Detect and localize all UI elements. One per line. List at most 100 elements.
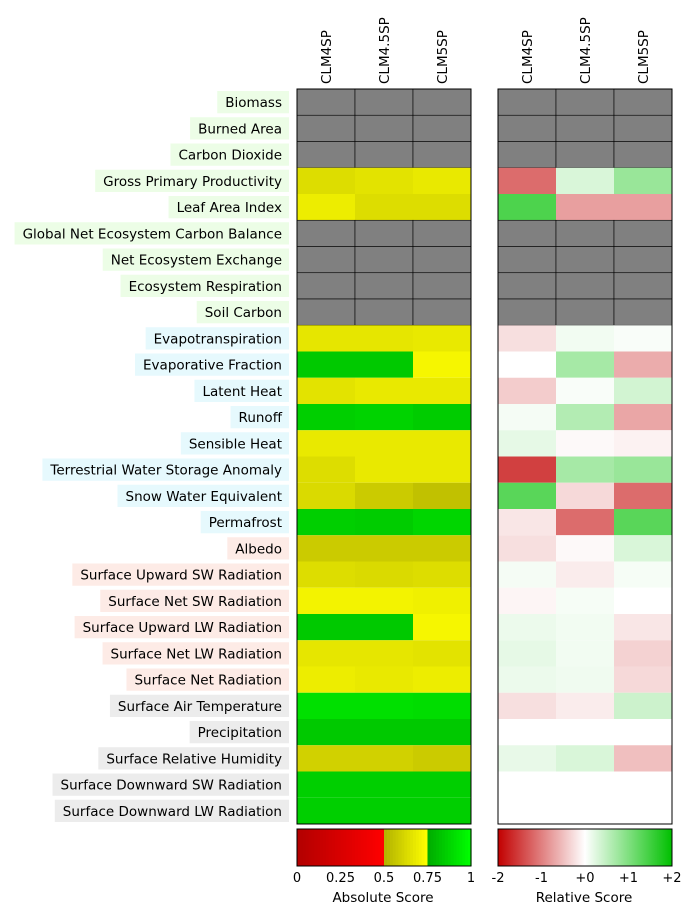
absolute-score-cell [355,561,413,588]
relative-score-cell [613,141,673,169]
absolute-score-cell [355,325,413,352]
absolute-colorbar-segment [453,829,458,866]
absolute-score-cell [355,509,413,536]
row-label-background [102,248,289,271]
absolute-colorbar-segment [323,829,327,866]
absolute-colorbar-segment [468,829,472,866]
relative-score-cell [613,88,673,116]
relative-score-cell [556,482,614,509]
relative-score-cell [613,219,673,247]
row-label-group: Surface Upward LW Radiation [74,616,289,639]
relative-score-cell [556,745,614,772]
relative-score-cell [555,114,615,142]
absolute-colorbar-segment [346,829,350,866]
row-label-background [180,432,289,455]
relative-score-cell [498,719,556,746]
relative-colorbar-tick-label: -2 [492,871,505,886]
absolute-score-cell [354,298,414,326]
absolute-score-cell [297,325,355,352]
row-label-group: Surface Upward SW Radiation [72,563,289,586]
row-label: Albedo [235,541,282,557]
absolute-colorbar-segment [439,829,443,866]
row-label-background [98,747,289,770]
row-label: Sensible Heat [189,436,282,452]
row-label: Global Net Ecosystem Carbon Balance [23,226,282,242]
row-label-group: Leaf Area Index [168,196,289,219]
relative-score-cell [498,640,556,667]
absolute-score-cell [355,692,413,719]
relative-score-cell [556,430,614,457]
absolute-score-cell [354,88,414,116]
relative-score-cell [614,535,672,562]
relative-colorbar-title: Relative Score [536,890,633,906]
row-label-background [230,406,289,429]
row-label: Permafrost [209,515,282,531]
relative-score-cell [498,482,556,509]
absolute-colorbar-segment [450,829,455,866]
relative-score-cell [556,351,614,378]
absolute-colorbar-segment [337,829,342,866]
absolute-score-cell [296,272,356,300]
relative-column-label: CLM5SP [636,30,652,84]
absolute-score-cell [413,535,471,562]
relative-score-cell [556,614,614,641]
relative-score-cell [614,351,672,378]
absolute-colorbar-segment [456,829,460,866]
relative-score-cell [556,377,614,404]
absolute-score-cell [413,167,471,194]
row-label-group: Surface Relative Humidity [98,747,289,770]
relative-score-cell [614,377,672,404]
absolute-colorbar-segment [447,829,452,866]
relative-score-cell [498,535,556,562]
absolute-colorbar-segment [401,829,405,866]
row-label-group: Terrestrial Water Storage Anomaly [42,458,289,481]
absolute-colorbar-segment [375,829,379,866]
absolute-colorbar-segment [424,829,429,866]
absolute-score-cell [413,587,471,614]
row-label-background [145,327,289,350]
absolute-colorbar-segment [462,829,466,866]
relative-score-cell [498,404,556,431]
absolute-score-cell [355,587,413,614]
relative-score-cell [497,114,557,142]
absolute-colorbar-segment [395,829,400,866]
row-label: Surface Net Radiation [134,673,282,689]
absolute-colorbar-segment [459,829,463,866]
absolute-score-cell [413,509,471,536]
relative-score-cell [613,114,673,142]
absolute-colorbar-segment [465,829,469,866]
absolute-score-cell [355,377,413,404]
row-label: Terrestrial Water Storage Anomaly [49,463,282,479]
absolute-colorbar-segment [433,829,437,866]
absolute-colorbar-segment [360,829,365,866]
relative-score-cell [556,666,614,693]
absolute-score-cell [412,272,472,300]
absolute-score-cell [355,404,413,431]
absolute-score-cell [297,430,355,457]
absolute-score-cell [297,797,355,824]
relative-score-cell [614,167,672,194]
absolute-score-cell [354,114,414,142]
absolute-score-cell [297,377,355,404]
absolute-colorbar-segment [404,829,408,866]
row-label-background [74,616,289,639]
absolute-score-cell [413,719,471,746]
row-label-group: Surface Net LW Radiation [102,642,289,665]
row-label: Surface Upward LW Radiation [83,620,282,636]
row-label-group: Burned Area [190,117,289,140]
absolute-colorbar-segment [363,829,368,866]
row-label-group: Global Net Ecosystem Carbon Balance [14,222,289,245]
absolute-score-cell [412,219,472,247]
relative-score-cell [498,456,556,483]
relative-score-cell [498,587,556,614]
relative-score-cell [498,351,556,378]
absolute-colorbar-segment [415,829,420,866]
relative-score-cell [498,614,556,641]
absolute-colorbar-segment [413,829,417,866]
absolute-colorbar-segment [317,829,321,866]
row-label-background [95,169,289,192]
row-label-group: Precipitation [189,721,289,744]
absolute-score-cell [297,640,355,667]
absolute-colorbar-segment [355,829,359,866]
relative-score-cell [497,298,557,326]
